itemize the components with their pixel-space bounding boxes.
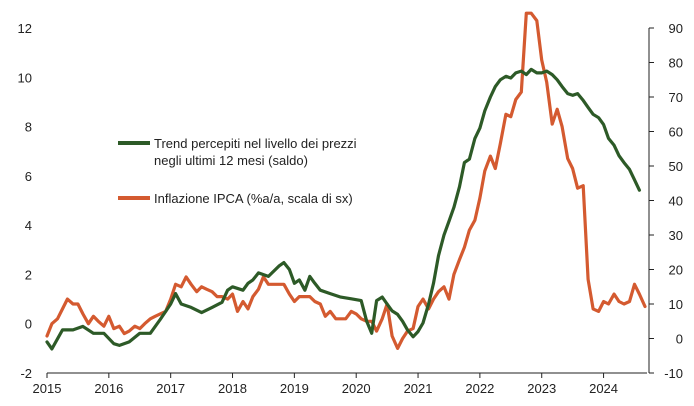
x-tick-label: 2016 [94,381,123,396]
y-right-tick-label: 60 [669,125,683,140]
y-left-tick-label: 0 [25,317,32,332]
y-left-tick-label: 2 [25,267,32,282]
x-axis: 2015 2016 2017 2018 2019 2020 2021 2022 2023 2024 [33,372,647,396]
y-right-tick-label: 70 [669,90,683,105]
series-layer [45,11,647,351]
y-left-tick-label: 8 [25,120,32,135]
x-tick-label: 2018 [218,381,247,396]
x-tick-label: 2022 [465,381,494,396]
x-tick-label: 2017 [156,381,185,396]
y-left-tick-label: -2 [20,366,32,381]
legend-label-ipca: Inflazione IPCA (%a/a, scala di sx) [154,191,353,206]
y-right-tick-label: 90 [669,21,683,36]
y-right-tick-label: 10 [669,297,683,312]
y-right-tick-label: -10 [664,366,683,381]
legend-label-trend: negli ultimi 12 mesi (saldo) [154,153,308,168]
y-right-tick-label: 80 [669,56,683,71]
series-line-inflazione-ipca [45,11,647,350]
y-left-tick-label: 10 [18,70,32,85]
x-tick-label: 2024 [589,381,618,396]
x-tick-label: 2020 [342,381,371,396]
y-axis-right: -10 0 10 20 30 40 50 60 70 80 90 [648,21,683,381]
series-line-trend-percepiti [45,67,641,351]
y-left-tick-label: 6 [25,169,32,184]
y-right-tick-label: 50 [669,159,683,174]
x-tick-label: 2019 [280,381,309,396]
legend: Trend percepiti nel livello dei prezzi ne… [118,136,357,206]
y-axis-left-ticks: -2 0 2 4 6 8 10 12 [18,21,32,381]
y-right-tick-label: 30 [669,228,683,243]
x-tick-label: 2023 [527,381,556,396]
x-tick-label: 2021 [404,381,433,396]
y-left-tick-label: 12 [18,21,32,36]
y-right-tick-label: 40 [669,194,683,209]
legend-label-trend: Trend percepiti nel livello dei prezzi [154,136,357,151]
y-right-tick-label: 20 [669,263,683,278]
y-left-tick-label: 4 [25,218,32,233]
y-right-tick-label: 0 [676,332,683,347]
x-tick-label: 2015 [33,381,62,396]
